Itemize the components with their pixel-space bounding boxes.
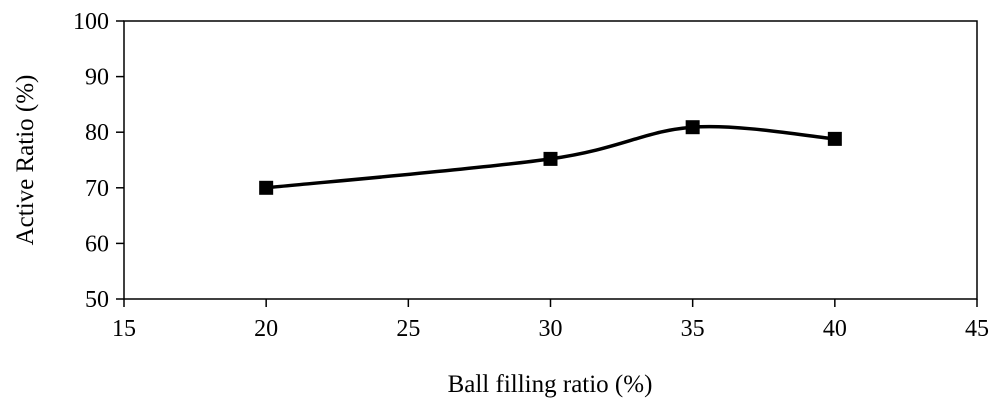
x-tick-label: 45 [965, 316, 989, 342]
x-axis-title: Ball filling ratio (%) [448, 371, 653, 398]
y-tick-label: 100 [73, 9, 109, 35]
x-tick-label: 25 [396, 316, 420, 342]
data-point-marker [685, 120, 700, 135]
series-line [265, 124, 835, 190]
y-tick-label: 80 [85, 120, 109, 146]
y-tick-label: 70 [85, 176, 109, 202]
x-tick-label: 35 [681, 316, 705, 342]
y-axis-title: Active Ratio (%) [12, 75, 39, 246]
data-point-marker [827, 131, 842, 146]
x-tick-label: 15 [112, 316, 136, 342]
y-axis-ticks: 50 60 70 80 90 100 [73, 9, 124, 313]
series-layer [259, 120, 842, 195]
x-tick-label: 40 [823, 316, 847, 342]
y-tick-label: 60 [85, 231, 109, 257]
y-tick-label: 90 [85, 65, 109, 91]
data-point-marker [543, 151, 558, 166]
x-axis-ticks: 15 20 25 30 35 40 45 [112, 299, 989, 342]
data-point-marker [259, 180, 274, 195]
x-tick-label: 20 [254, 316, 278, 342]
y-tick-label: 50 [85, 287, 109, 313]
x-tick-label: 30 [539, 316, 563, 342]
